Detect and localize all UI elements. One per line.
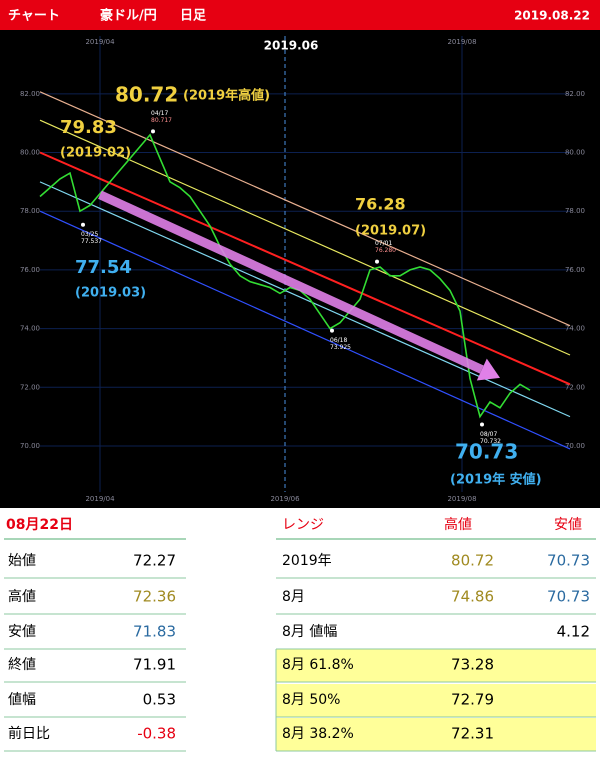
row-value: 71.91 xyxy=(133,656,176,674)
y-tick-label-right: 70.00 xyxy=(565,442,585,450)
channel-line xyxy=(39,91,571,327)
trend-arrow-head xyxy=(476,358,500,381)
range-label: 8月 61.8% xyxy=(282,657,354,673)
row-value: -0.38 xyxy=(137,725,176,743)
row-value: 72.27 xyxy=(133,552,176,570)
point-price: 76.280 xyxy=(375,247,396,254)
point-price: 77.537 xyxy=(81,238,102,245)
annotation-value: 79.83 xyxy=(60,117,117,138)
y-tick-label: 80.00 xyxy=(20,149,40,157)
row-label: 終値 xyxy=(8,657,36,673)
y-tick-label: 74.00 xyxy=(20,325,40,333)
tab-label: チャート xyxy=(8,9,60,24)
annotation-value: 70.73 xyxy=(455,440,518,464)
range-low: 4.12 xyxy=(557,623,590,641)
x-tick-label-top: 2019/04 xyxy=(85,38,115,46)
row-value: 72.36 xyxy=(133,588,176,606)
point-date: 07/01 xyxy=(375,240,392,247)
x-tick-label-top: 2019/08 xyxy=(447,38,476,46)
range-label: 8月 xyxy=(282,589,305,605)
date-label: 2019.08.22 xyxy=(514,9,590,23)
y-tick-label-right: 76.00 xyxy=(565,266,585,274)
row-label: 安値 xyxy=(8,624,36,640)
highlight-row xyxy=(276,718,596,751)
range-header: 安値 xyxy=(554,517,582,533)
y-tick-label-right: 78.00 xyxy=(565,207,585,215)
annotation-note: (2019.03) xyxy=(75,286,146,301)
y-tick-label-right: 74.00 xyxy=(565,325,585,333)
center-date: 2019.06 xyxy=(264,39,319,53)
point-marker xyxy=(375,259,379,264)
point-marker xyxy=(480,422,484,427)
range-high: 72.79 xyxy=(451,691,494,709)
range-label: 8月 50% xyxy=(282,692,340,708)
highlight-row xyxy=(276,649,596,682)
point-date: 03/25 xyxy=(81,231,98,238)
annotation-note: (2019.07) xyxy=(355,224,426,239)
price-line xyxy=(39,133,531,419)
row-label: 高値 xyxy=(8,588,36,605)
row-label: 前日比 xyxy=(8,725,50,742)
pair-label: 豪ドル/円 xyxy=(100,8,157,24)
annotation-note: (2019年高値) xyxy=(183,88,270,104)
point-price: 73.925 xyxy=(330,344,351,351)
row-label: 値幅 xyxy=(8,692,36,708)
range-label: 8月 38.2% xyxy=(282,726,354,742)
range-label: 2019年 xyxy=(282,553,332,569)
period-label: 日足 xyxy=(180,9,207,24)
y-tick-label: 82.00 xyxy=(20,90,40,98)
row-label: 始値 xyxy=(8,553,36,569)
point-date: 04/17 xyxy=(151,110,168,117)
header-bar xyxy=(0,0,600,30)
range-header: レンジ xyxy=(282,517,324,533)
range-high: 74.86 xyxy=(451,588,494,606)
range-low: 70.73 xyxy=(547,552,590,570)
point-price: 70.732 xyxy=(480,438,501,445)
highlight-row xyxy=(276,684,596,717)
y-tick-label: 76.00 xyxy=(20,266,40,274)
channel-line xyxy=(39,151,571,386)
range-label: 8月 値幅 xyxy=(282,624,337,640)
point-marker xyxy=(151,129,155,134)
row-value: 71.83 xyxy=(133,623,176,641)
y-tick-label-right: 80.00 xyxy=(565,149,585,157)
annotation-value: 76.28 xyxy=(355,195,406,214)
trend-arrow xyxy=(98,190,484,374)
range-high: 73.28 xyxy=(451,656,494,674)
point-price: 80.717 xyxy=(151,117,172,124)
annotation-note: (2019.02) xyxy=(60,146,131,161)
y-tick-label-right: 72.00 xyxy=(565,383,585,391)
annotation-value: 80.72 xyxy=(115,83,178,107)
range-low: 70.73 xyxy=(547,588,590,606)
day-title: 08月22日 xyxy=(6,517,73,533)
channel-line xyxy=(39,210,571,450)
y-tick-label: 70.00 xyxy=(20,442,40,450)
y-tick-label-right: 82.00 xyxy=(565,90,585,98)
x-tick-label: 2019/08 xyxy=(447,495,476,503)
y-tick-label: 78.00 xyxy=(20,207,40,215)
y-tick-label: 72.00 xyxy=(20,383,40,391)
point-date: 08/07 xyxy=(480,431,497,438)
annotation-value: 77.54 xyxy=(75,257,132,278)
row-value: 0.53 xyxy=(143,691,176,709)
chart: 70.00 70.00 72.00 72.00 74.00 74.00 76.00 76.00… xyxy=(20,36,585,503)
range-high: 72.31 xyxy=(451,725,494,743)
annotation-note: (2019年 安値) xyxy=(450,472,542,488)
point-date: 06/18 xyxy=(330,337,347,344)
point-marker xyxy=(330,328,334,333)
x-tick-label: 2019/06 xyxy=(270,495,300,503)
point-marker xyxy=(81,222,85,227)
x-tick-label: 2019/04 xyxy=(85,495,115,503)
range-high: 80.72 xyxy=(451,552,494,570)
range-header: 高値 xyxy=(444,516,472,533)
